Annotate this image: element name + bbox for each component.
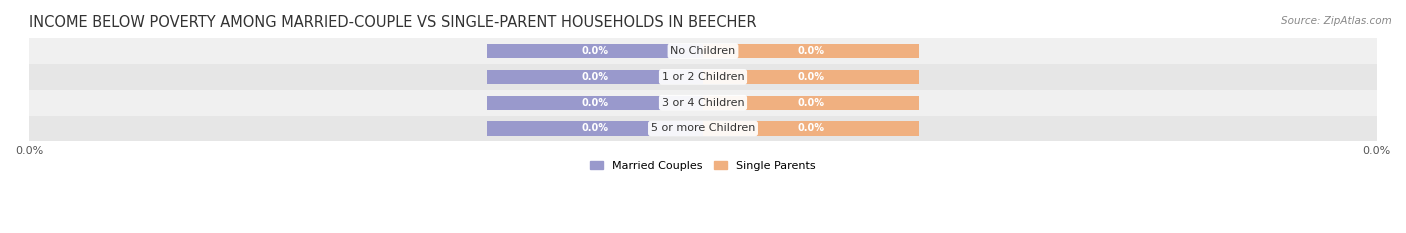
Text: 0.0%: 0.0% [582, 72, 609, 82]
Text: 0.0%: 0.0% [582, 98, 609, 108]
Bar [30, 64, 1376, 90]
Text: 0.0%: 0.0% [797, 46, 824, 56]
Bar [488, 121, 703, 136]
Bar [30, 116, 1376, 141]
Bar [488, 70, 703, 84]
Text: 0.0%: 0.0% [797, 98, 824, 108]
Bar [703, 70, 918, 84]
Text: 0.0%: 0.0% [797, 72, 824, 82]
Text: 0.0%: 0.0% [797, 123, 824, 134]
Bar [30, 38, 1376, 64]
Legend: Married Couples, Single Parents: Married Couples, Single Parents [586, 156, 820, 175]
Text: 0.0%: 0.0% [582, 46, 609, 56]
Bar [703, 96, 918, 110]
Bar [488, 44, 703, 58]
Text: 1 or 2 Children: 1 or 2 Children [662, 72, 744, 82]
Bar [488, 96, 703, 110]
Text: 0.0%: 0.0% [582, 123, 609, 134]
Text: Source: ZipAtlas.com: Source: ZipAtlas.com [1281, 16, 1392, 26]
Text: 5 or more Children: 5 or more Children [651, 123, 755, 134]
Text: No Children: No Children [671, 46, 735, 56]
Bar [703, 44, 918, 58]
Bar [703, 121, 918, 136]
Bar [30, 90, 1376, 116]
Text: 3 or 4 Children: 3 or 4 Children [662, 98, 744, 108]
Text: INCOME BELOW POVERTY AMONG MARRIED-COUPLE VS SINGLE-PARENT HOUSEHOLDS IN BEECHER: INCOME BELOW POVERTY AMONG MARRIED-COUPL… [30, 15, 756, 30]
